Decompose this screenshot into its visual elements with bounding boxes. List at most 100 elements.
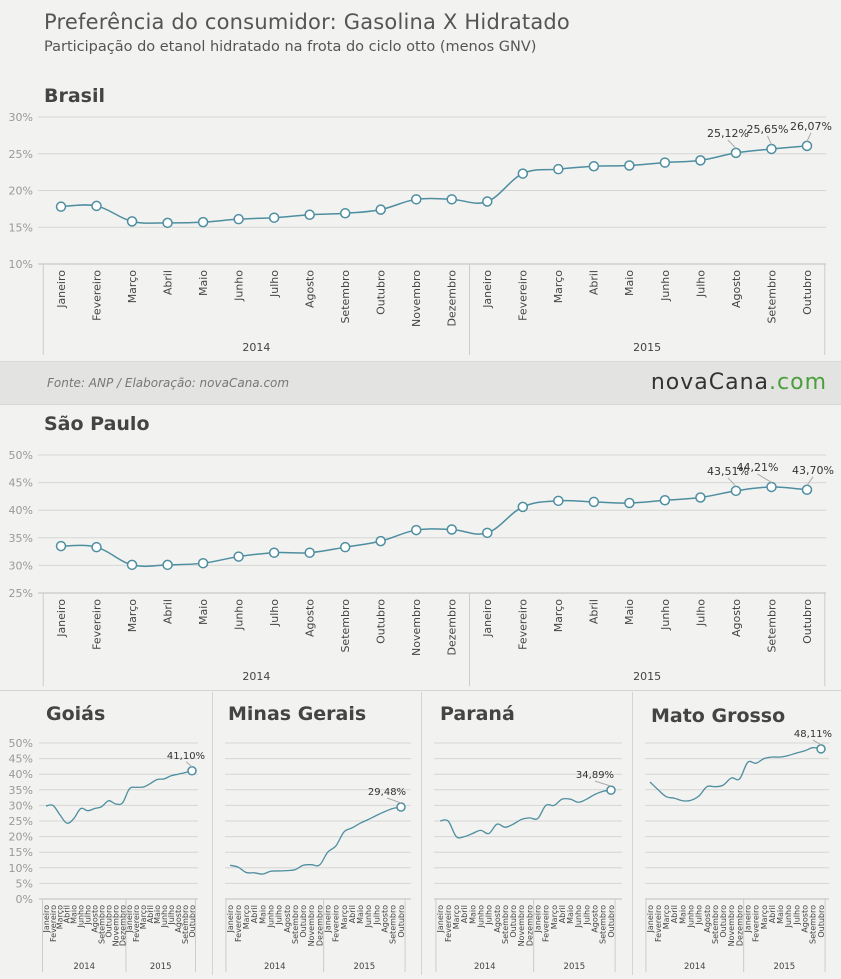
x-tick-label: Abril [768, 905, 777, 923]
x-tick-label: Junho [77, 905, 86, 929]
x-tick-label: Julho [84, 905, 93, 926]
x-tick-label: Novembro [410, 270, 423, 327]
y-tick-label: 20% [9, 185, 33, 198]
data-point [233, 551, 244, 562]
data-point [766, 143, 777, 155]
x-tick-label: Dezembro [118, 905, 127, 946]
x-tick-label: Junho [160, 905, 169, 929]
divider [421, 692, 422, 975]
data-point [517, 168, 529, 179]
x-tick-label: Agosto [703, 905, 712, 933]
x-tick-label: Janeiro [481, 270, 494, 309]
x-tick-label: Julho [792, 905, 801, 926]
x-tick-label: Janeiro [55, 599, 68, 638]
data-point [659, 495, 671, 506]
x-tick-label: Junho [659, 270, 672, 302]
data-label: 25,12% [707, 127, 749, 140]
leader-line [185, 761, 193, 768]
data-point [801, 140, 813, 152]
leader-line [806, 132, 812, 142]
x-tick-label: Maio [197, 270, 210, 296]
divider [0, 690, 841, 691]
x-tick-label: Fevereiro [752, 905, 761, 942]
x-tick-label: Agosto [730, 599, 743, 637]
x-tick-label: Abril [146, 905, 155, 923]
x-tick-label: Agosto [90, 905, 99, 933]
data-point [553, 163, 564, 175]
x-tick-label: Março [552, 599, 565, 633]
data-point [268, 212, 280, 223]
chart-title-brasil: Brasil [44, 85, 106, 107]
x-tick-label: Janeiro [646, 905, 655, 934]
x-tick-label: Setembro [291, 905, 300, 944]
x-tick-label: Abril [161, 599, 174, 624]
y-tick-label: 45% [9, 477, 33, 490]
x-tick-label: Janeiro [744, 905, 753, 934]
data-point [659, 157, 671, 168]
data-point [606, 785, 616, 795]
x-tick-label: Janeiro [125, 905, 134, 934]
data-point [304, 209, 315, 221]
x-tick-label: Junho [574, 905, 583, 929]
x-tick-label: Março [340, 905, 349, 929]
source-note: Fonte: ANP / Elaboração: novaCana.com [47, 376, 290, 390]
x-tick-label: Maio [566, 905, 575, 924]
data-label: 41,10% [167, 751, 205, 762]
series-line [60, 145, 808, 224]
x-tick-label: Abril [161, 270, 174, 295]
x-tick-label: Junho [687, 905, 696, 929]
x-tick-label: Junho [784, 905, 793, 929]
x-tick-label: Novembro [410, 599, 423, 656]
x-tick-label: Setembro [181, 905, 190, 944]
data-point [396, 802, 406, 812]
x-tick-label: Março [126, 599, 139, 633]
x-tick-label: Março [452, 905, 461, 929]
leader-line [757, 473, 772, 483]
data-label: 43,70% [792, 464, 834, 477]
x-tick-label: Abril [348, 905, 357, 923]
y-tick-label: 35% [9, 532, 33, 545]
data-label: 29,48% [368, 787, 406, 798]
x-tick-label: Outubro [607, 905, 616, 938]
x-tick-label: Novembro [727, 905, 736, 947]
x-tick-label: Agosto [283, 905, 292, 933]
y-tick-label: 0% [16, 893, 33, 906]
y-tick-label: 20% [9, 831, 33, 844]
data-point [375, 204, 386, 215]
chart-brasil: 10% 15% 20% 25% 30% 2014 2015 Janeiro Fevereiro M… [9, 111, 832, 355]
divider [212, 692, 213, 975]
data-point [482, 527, 493, 539]
year-label: 2015 [633, 670, 661, 683]
data-point [446, 194, 458, 205]
x-tick-label: Março [139, 905, 148, 929]
x-tick-label: Fevereiro [90, 599, 103, 650]
data-point [55, 201, 67, 212]
x-tick-label: Abril [558, 905, 567, 923]
data-label: 48,11% [794, 730, 832, 740]
logo-domain: .com [769, 370, 827, 395]
x-tick-label: Maio [678, 905, 687, 924]
x-tick-label: Agosto [493, 905, 502, 933]
x-tick-label: Maio [70, 905, 79, 924]
x-tick-label: Março [56, 905, 65, 929]
x-tick-label: Junho [232, 270, 245, 302]
data-point [730, 485, 742, 497]
leader-line [594, 780, 612, 787]
y-tick-label: 15% [9, 221, 33, 234]
chart-title-minas-gerais: Minas Gerais [228, 703, 367, 725]
y-tick-label: 15% [9, 846, 33, 859]
x-tick-label: Julho [268, 599, 281, 627]
x-tick-label: Outubro [299, 905, 308, 938]
x-tick-label: Setembro [389, 905, 398, 944]
x-tick-label: Junho [364, 905, 373, 929]
x-tick-label: Junho [267, 905, 276, 929]
data-point [339, 208, 351, 219]
x-tick-label: Junho [232, 599, 245, 631]
x-tick-label: Novembro [307, 905, 316, 947]
x-tick-label: Janeiro [42, 905, 51, 934]
x-tick-label: Outubro [801, 270, 814, 315]
data-point [339, 541, 351, 553]
x-tick-label: Outubro [719, 905, 728, 938]
x-tick-label: Dezembro [525, 905, 534, 946]
leader-line [806, 476, 814, 486]
